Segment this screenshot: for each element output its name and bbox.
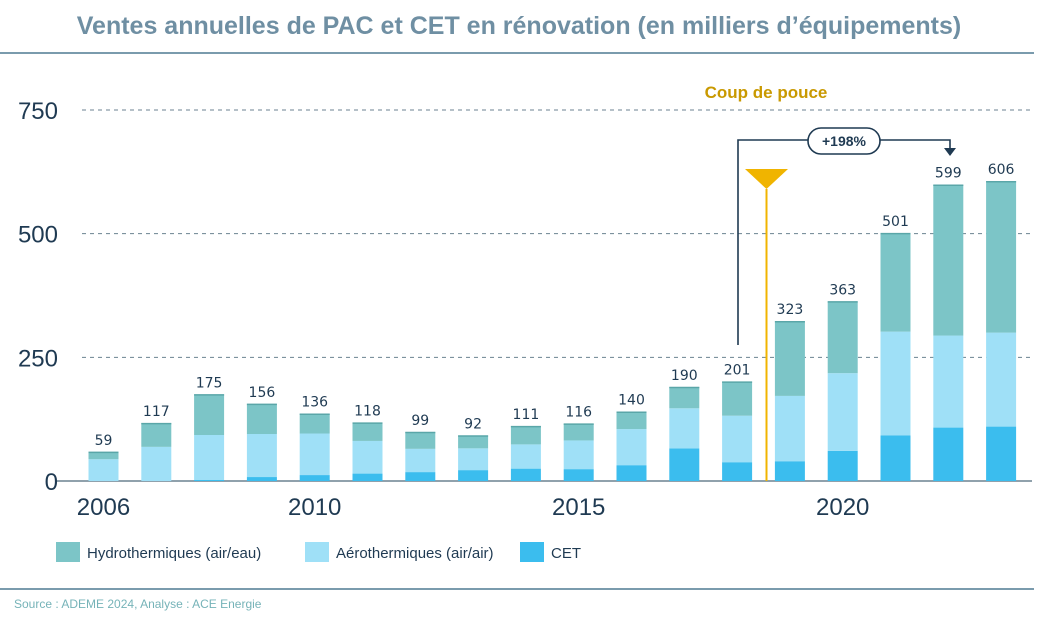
bar-segment	[510, 444, 541, 469]
bar-segment	[774, 321, 805, 396]
bar-segment	[458, 435, 489, 449]
data-label: 111	[513, 407, 540, 423]
data-label: 156	[249, 385, 276, 401]
x-axis: 2006 2010 2015 2020	[77, 494, 870, 521]
bar-segment	[563, 469, 594, 481]
bar-segment	[141, 423, 172, 447]
growth-badge	[807, 127, 881, 155]
bar-segment	[352, 473, 383, 481]
bar-segment	[986, 181, 1017, 333]
bar-segment	[352, 440, 383, 474]
x-tick-label: 2006	[77, 494, 130, 521]
bar-segment	[299, 413, 330, 434]
bar-segment	[616, 411, 647, 430]
growth-label: +198%	[822, 133, 867, 149]
bar-segment	[933, 427, 964, 481]
data-label: 363	[829, 282, 856, 298]
bar-segment	[88, 459, 119, 481]
bar-segment	[563, 440, 594, 470]
bar-segment	[352, 422, 383, 441]
legend-label: Hydrothermiques (air/eau)	[87, 545, 261, 562]
data-label: 140	[618, 393, 645, 409]
bar-segment	[722, 462, 753, 481]
data-label: 323	[777, 302, 804, 318]
bar-segment	[880, 435, 911, 481]
legend: Hydrothermiques (air/eau) Aérothermiques …	[56, 542, 581, 562]
bar-segment	[722, 415, 753, 463]
data-label: 118	[354, 404, 381, 420]
bar-segment	[299, 475, 330, 481]
data-label: 501	[882, 214, 909, 230]
data-label: 190	[671, 368, 698, 384]
y-tick-label: 500	[18, 222, 58, 249]
bar-segment	[933, 335, 964, 428]
legend-label: CET	[551, 545, 581, 562]
bar-segment	[246, 434, 277, 478]
legend-swatch	[305, 542, 329, 562]
data-label: 606	[988, 162, 1015, 178]
bar-segment	[986, 426, 1017, 481]
data-label: 117	[143, 404, 170, 420]
event-marker-icon	[745, 169, 788, 189]
legend-swatch	[56, 542, 80, 562]
y-tick-label: 0	[45, 469, 58, 496]
x-tick-label: 2020	[816, 494, 869, 521]
chart-title: Ventes annuelles de PAC et CET en rénova…	[77, 12, 961, 40]
legend-label: Aérothermiques (air/air)	[336, 545, 494, 562]
bar-segment	[827, 373, 858, 451]
bar-segment	[986, 332, 1017, 427]
legend-swatch	[520, 542, 544, 562]
bar-segment	[880, 233, 911, 332]
bar-segment	[880, 331, 911, 436]
bar-segment	[405, 472, 436, 481]
data-label: 599	[935, 166, 962, 182]
bar-segment	[405, 448, 436, 473]
bar-segment	[563, 423, 594, 441]
bar-series	[88, 180, 1017, 481]
bar-segment	[458, 448, 489, 471]
bar-segment	[669, 448, 700, 481]
bar-segment	[458, 470, 489, 481]
bar-segment	[194, 394, 225, 435]
bar-segment	[246, 477, 277, 481]
bar-segment	[827, 301, 858, 374]
x-tick-label: 2010	[288, 494, 341, 521]
bar-segment	[299, 433, 330, 476]
data-label: 92	[464, 416, 482, 432]
bar-segment	[616, 429, 647, 466]
bar-segment	[194, 434, 225, 481]
bar-segment	[827, 450, 858, 481]
bar-segment	[405, 432, 436, 449]
bar-segment	[246, 403, 277, 435]
data-label: 116	[565, 405, 592, 421]
bar-segment	[669, 408, 700, 449]
x-tick-label: 2015	[552, 494, 605, 521]
event-label: Coup de pouce	[705, 83, 828, 102]
annotations: Coup de pouce +198%	[705, 83, 956, 481]
bar-segment	[141, 446, 172, 481]
data-label: 201	[724, 363, 751, 379]
data-label: 99	[411, 413, 429, 429]
bar-segment	[510, 468, 541, 481]
source-note: Source : ADEME 2024, Analyse : ACE Energ…	[14, 597, 262, 611]
y-tick-label: 250	[18, 345, 58, 372]
y-axis: 0 250 500 750	[18, 98, 58, 496]
data-labels: 59 117 175 156 136 118 99 92 111 116 140 190 201 323 3…	[95, 162, 1015, 449]
y-tick-label: 750	[18, 98, 58, 125]
arrow-down-icon	[944, 148, 956, 156]
bar-segment	[194, 480, 225, 481]
bar-segment	[722, 381, 753, 416]
bar-segment	[774, 461, 805, 481]
data-label: 136	[301, 395, 328, 411]
bar-segment	[510, 426, 541, 445]
bar-segment	[774, 395, 805, 462]
bar-segment	[616, 465, 647, 481]
bar-segment	[669, 387, 700, 409]
bar-segment	[933, 184, 964, 336]
bar-segment	[88, 451, 119, 460]
data-label: 59	[95, 433, 113, 449]
data-label: 175	[196, 375, 223, 391]
